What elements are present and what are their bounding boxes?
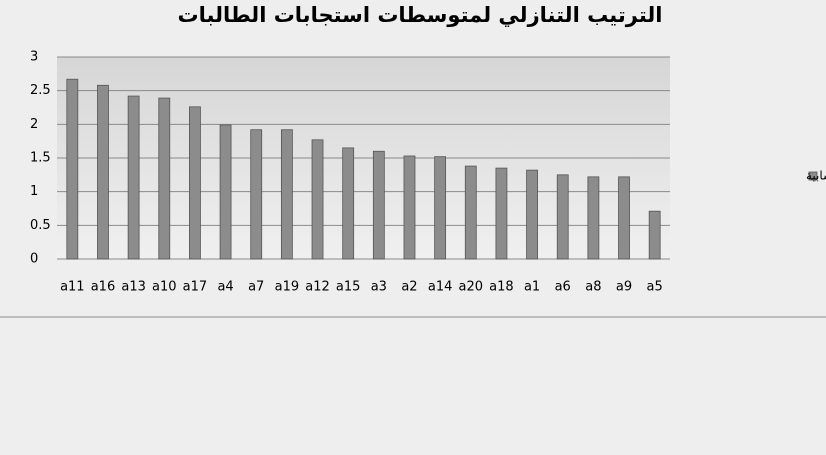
bar [434, 156, 447, 260]
bar [587, 176, 600, 260]
bar [495, 167, 508, 260]
bar [342, 147, 355, 260]
x-tick-label: a2 [401, 280, 417, 295]
chart-title: الترتيب التنازلي لمتوسطات استجابات الطال… [178, 3, 663, 27]
x-tick-label: a5 [647, 280, 663, 295]
bar [127, 95, 140, 260]
y-tick-label: 1.5 [30, 151, 51, 166]
bar [97, 84, 109, 260]
x-tick-label: a6 [555, 280, 571, 295]
bar [66, 78, 79, 260]
bar [526, 169, 538, 260]
x-tick-label: a3 [371, 280, 387, 295]
x-tick-label: a18 [489, 280, 514, 295]
y-tick-label: 1 [30, 184, 38, 199]
bar [280, 129, 293, 260]
x-tick-label: a13 [121, 280, 146, 295]
x-tick-label: a8 [585, 280, 601, 295]
x-tick-label: a9 [616, 280, 632, 295]
x-tick-label: a19 [275, 280, 300, 295]
x-tick-label: a20 [459, 280, 484, 295]
bar [372, 150, 385, 260]
x-tick-label: a10 [152, 280, 177, 295]
bar [618, 176, 630, 260]
x-tick-label: a12 [305, 280, 330, 295]
x-tick-label: a11 [60, 280, 85, 295]
bar [464, 165, 477, 260]
bar [648, 210, 661, 260]
y-tick-label: 0 [30, 252, 38, 267]
y-tick-label: 2.5 [30, 83, 51, 98]
bar [250, 129, 263, 260]
bar [556, 174, 569, 260]
bar [219, 124, 232, 260]
y-tick-label: 2 [30, 117, 38, 132]
x-tick-label: a17 [183, 280, 208, 295]
legend-label: المتوسطات الحسابية [806, 169, 826, 184]
x-tick-label: a4 [217, 280, 233, 295]
y-tick-label: 0.5 [30, 218, 51, 233]
y-tick-label: 3 [30, 50, 38, 65]
bar [158, 97, 171, 260]
x-tick-label: a1 [524, 280, 540, 295]
x-tick-label: a16 [91, 280, 116, 295]
bar [403, 155, 416, 260]
x-tick-label: a15 [336, 280, 361, 295]
x-tick-label: a7 [248, 280, 264, 295]
bar [189, 106, 201, 260]
x-tick-label: a14 [428, 280, 453, 295]
bar [311, 139, 324, 260]
legend-swatch [808, 171, 818, 181]
